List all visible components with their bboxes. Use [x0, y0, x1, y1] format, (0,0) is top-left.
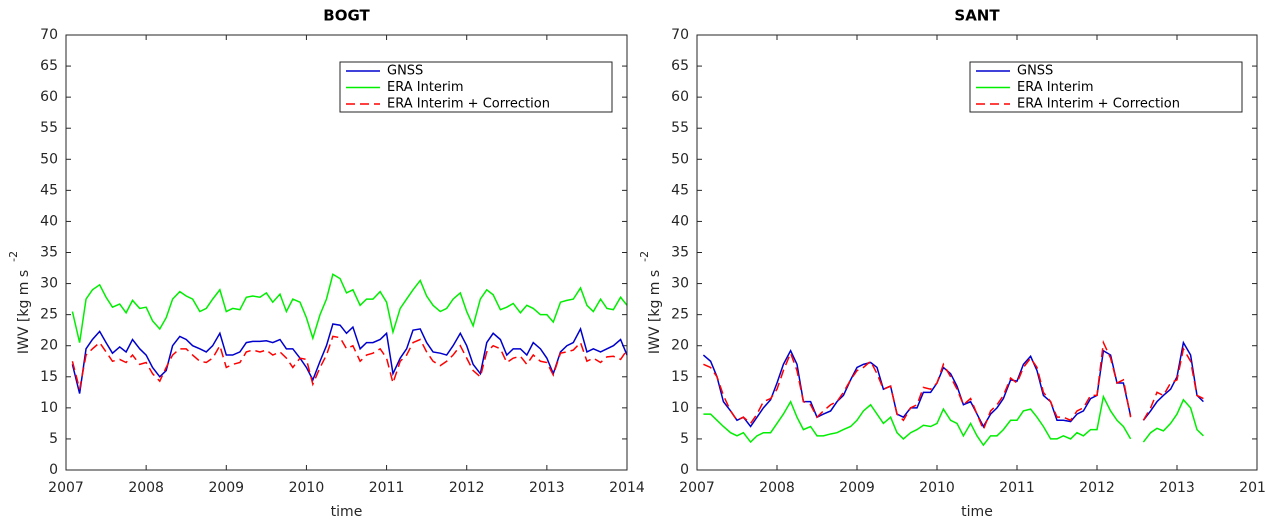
- y-axis-label-sup: -2: [638, 251, 651, 262]
- series-line: [703, 339, 1204, 432]
- y-tick-label: 65: [671, 58, 689, 74]
- y-tick-label: 40: [671, 213, 689, 229]
- y-tick-label: 65: [40, 58, 58, 74]
- y-tick-label: 25: [40, 307, 58, 323]
- legend-label: ERA Interim + Correction: [1017, 97, 1180, 112]
- y-tick-label: 15: [671, 369, 689, 385]
- y-tick-label: 70: [671, 27, 689, 43]
- legend-label: ERA Interim: [1017, 80, 1094, 95]
- y-tick-label: 60: [40, 89, 58, 105]
- x-tick-label: 2013: [1159, 480, 1195, 496]
- x-tick-label: 2007: [679, 480, 715, 496]
- legend-label: GNSS: [1017, 64, 1053, 79]
- series-line: [71, 335, 628, 390]
- chart: 0 5 10 15 20 25 30 35 40 45 50 55 60 65 70 2007 2008 2009…: [7, 7, 645, 521]
- y-tick-label: 10: [40, 400, 58, 416]
- y-tick-label: 35: [671, 245, 689, 261]
- x-tick-label: 2012: [1079, 480, 1115, 496]
- y-tick-label: 40: [40, 213, 58, 229]
- y-tick-label: 45: [40, 182, 58, 198]
- y-tick-label: 70: [40, 27, 58, 43]
- y-axis-label-text: IWV [kg m s: [16, 270, 32, 354]
- y-tick-label: 10: [671, 400, 689, 416]
- y-tick-label: 60: [671, 89, 689, 105]
- y-tick-label: 15: [40, 369, 58, 385]
- chart-title: SANT: [954, 7, 1000, 25]
- series-line: [703, 394, 1204, 447]
- x-tick-label: 2010: [919, 480, 955, 496]
- y-tick-label: 30: [671, 276, 689, 292]
- y-tick-label: 5: [680, 431, 689, 447]
- y-tick-label: 25: [671, 307, 689, 323]
- x-tick-label: 2008: [759, 480, 795, 496]
- y-tick-label: 5: [49, 431, 58, 447]
- y-axis-label: IWV [kg m s -2: [7, 251, 32, 354]
- y-tick-label: 20: [40, 338, 58, 354]
- y-tick-label: 35: [40, 245, 58, 261]
- x-tick-label: 2009: [208, 480, 244, 496]
- legend-box: [969, 61, 1243, 113]
- x-tick-label: 2014: [1239, 480, 1266, 496]
- x-tick-label: 2011: [999, 480, 1035, 496]
- axes-frame: [65, 34, 628, 471]
- x-tick-label: 2009: [839, 480, 875, 496]
- x-tick-label: 2010: [289, 480, 325, 496]
- y-axis-label: IWV [kg m s -2: [638, 251, 663, 354]
- y-tick-label: 30: [40, 276, 58, 292]
- series-line: [71, 323, 628, 394]
- legend-label: ERA Interim: [387, 80, 464, 95]
- axes-frame: [696, 34, 1258, 471]
- y-tick-label: 50: [671, 151, 689, 167]
- y-tick-label: 45: [671, 182, 689, 198]
- y-axis-label-text: IWV [kg m s: [647, 270, 663, 354]
- x-tick-label: 2014: [609, 480, 645, 496]
- x-tick-label: 2012: [449, 480, 485, 496]
- chart: 0 5 10 15 20 25 30 35 40 45 50 55 60 65 70 2007 2008 2009…: [638, 7, 1266, 521]
- y-tick-label: 0: [680, 462, 689, 478]
- x-axis-label: time: [331, 504, 363, 520]
- y-tick-label: 55: [40, 120, 58, 136]
- legend-label: GNSS: [387, 64, 423, 79]
- y-tick-label: 20: [671, 338, 689, 354]
- series-line: [71, 273, 628, 343]
- y-tick-label: 55: [671, 120, 689, 136]
- x-tick-label: 2007: [48, 480, 84, 496]
- y-tick-label: 0: [49, 462, 58, 478]
- x-tick-label: 2013: [529, 480, 565, 496]
- x-axis-label: time: [961, 504, 993, 520]
- y-tick-label: 50: [40, 151, 58, 167]
- x-tick-label: 2008: [128, 480, 164, 496]
- y-axis-label-sup: -2: [7, 251, 20, 262]
- legend-box: [339, 61, 613, 113]
- chart-title: BOGT: [323, 7, 370, 25]
- x-tick-label: 2011: [369, 480, 405, 496]
- legend-label: ERA Interim + Correction: [387, 97, 550, 112]
